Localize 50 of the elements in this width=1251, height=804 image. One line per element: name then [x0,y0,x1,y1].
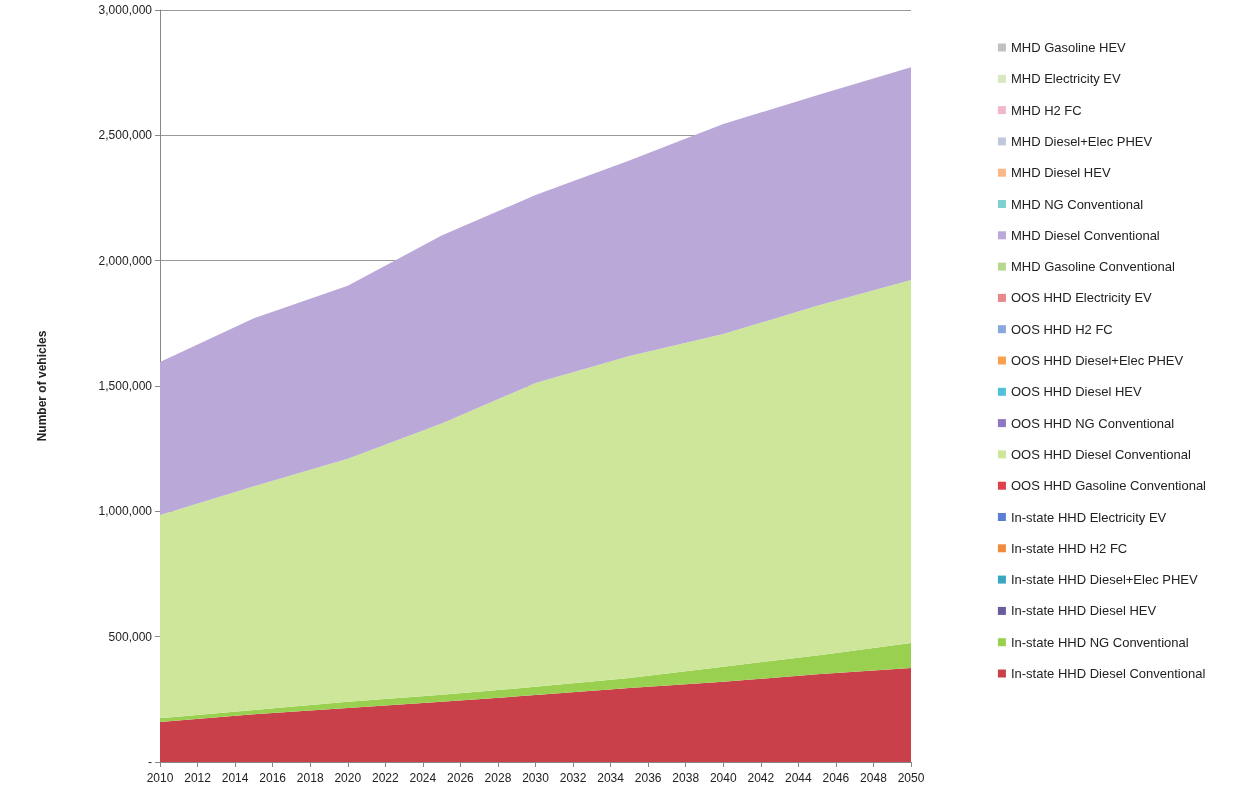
x-tick-label: 2024 [409,771,437,785]
legend-label: MHD H2 FC [1010,102,1082,118]
x-tick-label: 2040 [709,771,737,785]
x-tick-label: 2036 [634,771,662,785]
legend-label: OOS HHD Electricity EV [1010,290,1153,306]
x-tick-label: 2028 [484,771,512,785]
y-tick-label: 1,000,000 [98,504,153,519]
y-tick-label: 2,500,000 [98,128,153,143]
x-tick-label: 2014 [221,771,249,785]
legend-label: OOS HHD Diesel Conventional [1010,446,1191,462]
x-tick-label: 2044 [785,771,813,785]
legend-label: In-state HHD Diesel HEV [1010,603,1157,619]
legend-label: MHD Electricity EV [1010,71,1122,87]
x-tick-label: 2032 [559,771,587,785]
legend-label: In-state HHD H2 FC [1010,540,1128,556]
x-tick-label: 2026 [447,771,475,785]
legend-label: OOS HHD NG Conventional [1010,415,1175,431]
x-tick-label: 2022 [371,771,399,785]
legend-label: OOS HHD Diesel+Elec PHEV [1010,353,1184,368]
y-tick-label: 2,000,000 [98,253,153,268]
legend-label: In-state HHD NG Conventional [1010,634,1189,650]
legend-label: MHD Diesel HEV [1010,165,1111,181]
x-tick-label: 2038 [672,771,700,785]
x-tick-label: 2050 [897,771,925,785]
y-tick-label: - [148,755,152,769]
x-tick-label: 2048 [860,771,888,785]
x-tick-label: 2046 [822,771,850,785]
legend-label: MHD Diesel+Elec PHEV [1010,133,1153,149]
x-tick-label: 2034 [597,771,625,785]
legend-label: MHD Gasoline HEV [1010,40,1127,55]
x-tick-label: 2018 [296,771,324,785]
y-tick-label: 3,000,000 [98,3,153,17]
x-tick-label: 2012 [184,771,212,785]
legend-label: In-state HHD Diesel+Elec PHEV [1010,572,1198,588]
legend-label: OOS HHD H2 FC [1010,321,1113,337]
legend-label: MHD Gasoline Conventional [1010,259,1176,275]
x-tick-label: 2016 [259,771,287,785]
y-tick-label: 1,500,000 [98,379,153,393]
legend-label: MHD Diesel Conventional [1010,227,1160,243]
legend-label: In-state HHD Electricity EV [1010,509,1167,525]
y-axis-title: Number of vehicles [35,330,49,442]
y-tick-label: 500,000 [108,629,153,644]
legend-label: OOS HHD Gasoline Conventional [1010,478,1207,494]
x-tick-label: 2010 [146,771,174,785]
x-tick-label: 2030 [522,771,550,785]
x-tick-label: 2042 [747,771,775,785]
legend-label: In-state HHD Diesel Conventional [1010,666,1206,681]
x-tick-label: 2020 [334,771,362,785]
legend-label: OOS HHD Diesel HEV [1010,384,1142,400]
legend-label: MHD NG Conventional [1010,196,1144,212]
